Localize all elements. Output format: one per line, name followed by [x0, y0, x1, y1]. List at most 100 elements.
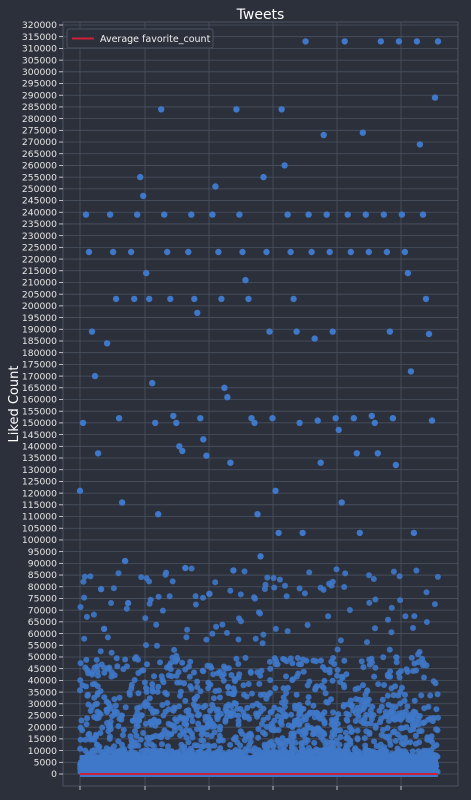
scatter-point-dense — [403, 724, 410, 731]
chart-title: Tweets — [236, 7, 285, 23]
scatter-point — [320, 131, 327, 139]
scatter-point-dense — [366, 599, 373, 606]
legend-box — [66, 28, 214, 49]
scatter-point-dense — [257, 691, 264, 698]
scatter-point — [359, 129, 366, 136]
y-tick-label: 95000 — [28, 547, 57, 558]
scatter-point-dense — [111, 696, 118, 703]
scatter-point — [146, 295, 153, 303]
scatter-point — [182, 564, 189, 572]
scatter-point-dense — [272, 625, 279, 632]
scatter-point-dense — [147, 718, 154, 725]
scatter-point-dense — [282, 742, 289, 749]
scatter-point-dense — [189, 734, 196, 741]
scatter-point-dense — [188, 565, 195, 572]
scatter-point-dense — [155, 593, 162, 600]
scatter-point-dense — [242, 746, 249, 753]
scatter-point — [266, 328, 273, 335]
scatter-point-dense — [384, 725, 391, 731]
y-tick-label: 120000 — [22, 488, 57, 499]
scatter-point-dense — [228, 672, 235, 678]
scatter-point-dense — [169, 578, 176, 585]
scatter-point-dense — [147, 596, 154, 603]
scatter-point-dense — [87, 573, 94, 580]
scatter-point — [347, 248, 354, 256]
scatter-point-dense — [165, 743, 171, 750]
scatter-point-dense — [227, 750, 234, 757]
scatter-point — [302, 38, 309, 45]
scatter-point-dense — [101, 669, 108, 676]
scatter-point-dense — [372, 724, 379, 731]
scatter-point — [287, 248, 294, 256]
scatter-point — [293, 328, 300, 335]
scatter-point-dense — [182, 697, 189, 704]
scatter-point-dense — [262, 581, 269, 588]
scatter-point — [290, 295, 297, 303]
scatter-point-dense — [370, 576, 377, 582]
scatter-point-dense — [397, 700, 404, 707]
scatter-point-dense — [120, 726, 127, 733]
scatter-point-dense — [267, 677, 274, 684]
scatter-point — [392, 461, 400, 469]
scatter-point-dense — [350, 707, 357, 714]
scatter-point-dense — [89, 669, 96, 676]
scatter-point-dense — [410, 625, 416, 631]
scatter-point-dense — [94, 683, 101, 690]
scatter-point — [124, 599, 132, 607]
scatter-point-dense — [104, 720, 110, 726]
scatter-point-dense — [81, 594, 88, 601]
y-tick-label: 175000 — [22, 360, 57, 371]
scatter-point-dense — [126, 689, 133, 696]
scatter-point — [230, 567, 237, 574]
scatter-point-dense — [320, 684, 327, 691]
scatter-point-dense — [276, 576, 283, 583]
scatter-point-dense — [217, 736, 224, 743]
scatter-point-dense — [215, 750, 221, 757]
y-tick-label: 135000 — [22, 453, 57, 464]
scatter-point — [362, 211, 369, 218]
scatter-point-dense — [163, 569, 170, 576]
scatter-point-dense — [404, 703, 411, 710]
scatter-point-dense — [200, 594, 206, 601]
scatter-point-dense — [281, 703, 288, 710]
y-tick-label: 180000 — [22, 348, 57, 359]
scatter-point — [140, 192, 147, 200]
scatter-point-dense — [233, 655, 240, 662]
scatter-point-dense — [311, 729, 317, 736]
scatter-point-dense — [271, 655, 278, 662]
y-tick-label: 20000 — [28, 722, 57, 733]
scatter-point-dense — [274, 737, 281, 744]
scatter-point-dense — [249, 702, 256, 709]
scatter-point — [137, 173, 144, 181]
y-tick-labels: 0500010000150002000025000300003500040000… — [22, 20, 57, 780]
scatter-point-dense — [334, 646, 341, 653]
scatter-point-dense — [171, 704, 178, 711]
scatter-point-dense — [166, 593, 173, 600]
scatter-point — [269, 415, 276, 422]
scatter-point-dense — [432, 680, 439, 687]
scatter-point-dense — [114, 663, 121, 670]
y-tick-label: 130000 — [22, 465, 57, 476]
scatter-point-dense — [204, 742, 211, 749]
scatter-point-dense — [210, 671, 217, 678]
scatter-point-dense — [210, 695, 217, 702]
scatter-point-dense — [232, 678, 238, 685]
scatter-point — [188, 211, 195, 218]
scatter-point-dense — [188, 713, 195, 720]
scatter-point-dense — [97, 688, 104, 695]
scatter-point-dense — [423, 589, 430, 596]
scatter-point-dense — [122, 704, 129, 711]
scatter-point — [143, 269, 150, 277]
scatter-point-dense — [202, 714, 209, 720]
scatter-point-dense — [324, 699, 331, 706]
scatter-point-dense — [225, 684, 232, 691]
scatter-point-dense — [360, 664, 367, 671]
scatter-point-dense — [344, 734, 351, 741]
scatter-point-dense — [116, 694, 123, 701]
scatter-point — [76, 487, 84, 494]
scatter-point-dense — [311, 739, 318, 746]
scatter-point-dense — [421, 674, 427, 681]
scatter-point-dense — [387, 741, 394, 748]
scatter-point-dense — [207, 681, 214, 688]
scatter-point — [326, 248, 333, 256]
